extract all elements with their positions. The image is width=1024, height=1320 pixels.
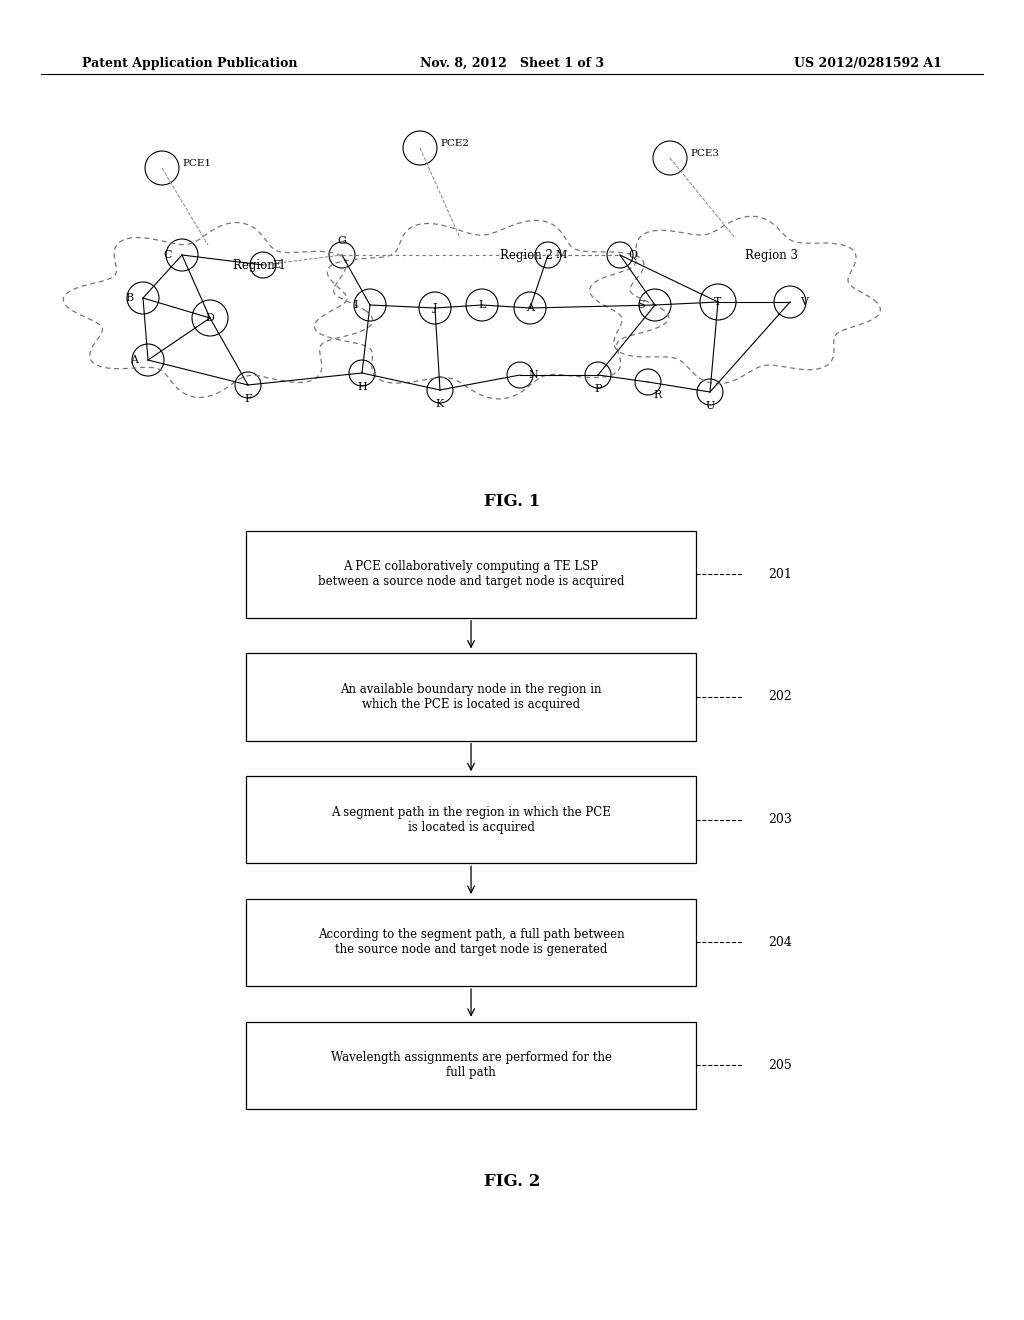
Text: U: U	[706, 401, 715, 411]
Text: An available boundary node in the region in
which the PCE is located is acquired: An available boundary node in the region…	[340, 682, 602, 711]
Text: A PCE collaboratively computing a TE LSP
between a source node and target node i: A PCE collaboratively computing a TE LSP…	[317, 560, 625, 589]
Text: G: G	[338, 236, 346, 246]
Text: E: E	[272, 260, 280, 271]
Text: H: H	[357, 381, 367, 392]
Text: 203: 203	[768, 813, 792, 826]
Text: Region 1: Region 1	[233, 259, 286, 272]
Text: FIG. 1: FIG. 1	[484, 494, 540, 510]
Text: S: S	[637, 300, 645, 310]
Text: According to the segment path, a full path between
the source node and target no: According to the segment path, a full pa…	[317, 928, 625, 957]
Text: FIG. 2: FIG. 2	[483, 1173, 541, 1189]
Text: K: K	[436, 399, 444, 409]
Text: 205: 205	[768, 1059, 792, 1072]
Text: Region 2: Region 2	[500, 248, 553, 261]
Text: M: M	[555, 249, 566, 260]
Text: A: A	[130, 355, 138, 366]
Text: Patent Application Publication: Patent Application Publication	[82, 57, 297, 70]
Text: PCE1: PCE1	[182, 158, 211, 168]
Text: B: B	[125, 293, 133, 304]
Text: 202: 202	[768, 690, 792, 704]
Text: I: I	[353, 300, 358, 310]
Text: Q: Q	[629, 249, 638, 260]
Text: C: C	[164, 249, 172, 260]
Text: PCE2: PCE2	[440, 139, 469, 148]
Text: A segment path in the region in which the PCE
is located is acquired: A segment path in the region in which th…	[331, 805, 611, 834]
Text: Region 3: Region 3	[745, 248, 798, 261]
Text: R: R	[654, 389, 663, 400]
Text: 201: 201	[768, 568, 792, 581]
Text: 204: 204	[768, 936, 792, 949]
Text: J: J	[433, 304, 437, 313]
Text: L: L	[478, 300, 485, 310]
Text: N: N	[528, 370, 538, 380]
Text: V: V	[800, 297, 808, 308]
Text: Nov. 8, 2012   Sheet 1 of 3: Nov. 8, 2012 Sheet 1 of 3	[420, 57, 604, 70]
Text: US 2012/0281592 A1: US 2012/0281592 A1	[795, 57, 942, 70]
Text: Wavelength assignments are performed for the
full path: Wavelength assignments are performed for…	[331, 1051, 611, 1080]
Text: F: F	[244, 393, 252, 404]
Text: PCE3: PCE3	[690, 149, 719, 157]
Text: D: D	[206, 313, 214, 323]
Text: T: T	[715, 297, 722, 308]
Text: A: A	[526, 304, 534, 313]
Text: P: P	[594, 384, 602, 393]
